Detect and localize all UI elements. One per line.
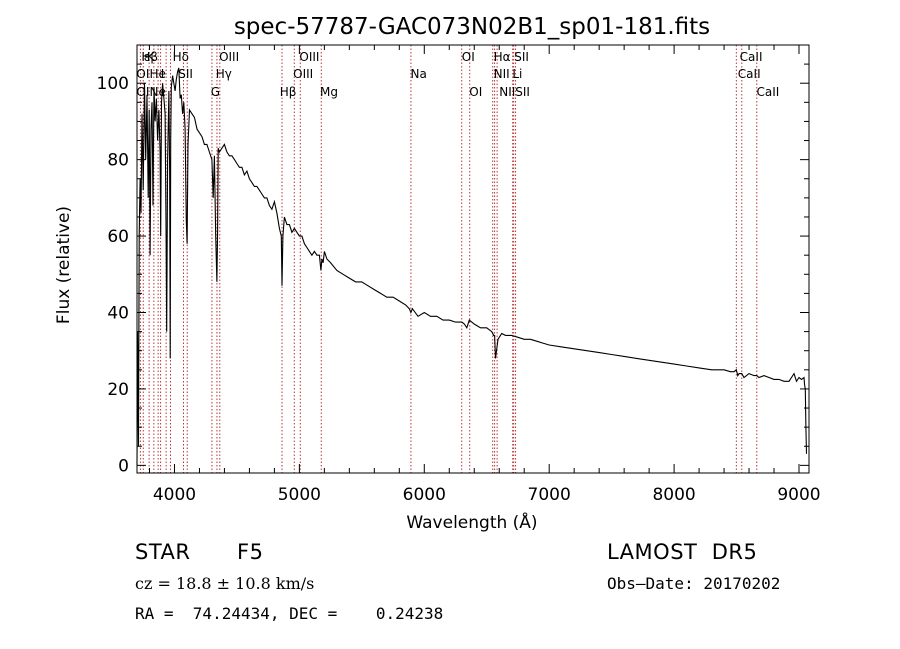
coordinates-readout: RA = 74.24434, DEC = 0.24238	[135, 604, 444, 623]
y-tick-label-3: 60	[107, 227, 129, 247]
line-label-27: NIISII	[499, 85, 530, 99]
line-label-0: Hβ	[141, 50, 158, 64]
x-tick-label-1: 5000	[278, 485, 321, 505]
line-label-15: OIII	[293, 67, 313, 81]
y-tick-label-2: 40	[107, 304, 129, 324]
object-type: STAR	[135, 540, 191, 564]
line-label-19: CaII	[738, 67, 761, 81]
y-tick-label-0: 0	[118, 456, 129, 476]
line-label-1: ε	[144, 50, 151, 64]
line-label-20: OI	[136, 85, 149, 99]
line-label-2: K	[147, 50, 156, 64]
x-axis: 4000 5000 6000 7000 8000 9000	[148, 45, 821, 505]
line-label-24: Hβ	[280, 85, 297, 99]
chart-title: spec-57787-GAC073N02B1_sp01-181.fits	[234, 14, 710, 40]
line-label-9: CaII	[740, 50, 763, 64]
x-tick-label-4: 8000	[652, 485, 695, 505]
x-tick-label-5: 9000	[777, 485, 820, 505]
line-label-13: SII	[178, 67, 193, 81]
y-tick-label-4: 80	[107, 151, 129, 171]
line-label-28: CaII	[757, 85, 780, 99]
line-label-14: Hγ	[216, 67, 232, 81]
line-label-17: NII	[494, 67, 510, 81]
redshift-readout: cz = 18.8 ± 10.8 km/s	[135, 574, 315, 593]
line-label-3: Hδ	[173, 50, 189, 64]
line-label-26: OI	[469, 85, 482, 99]
y-axis: 0 20 40 60 80 100	[97, 44, 809, 476]
observation-date: Obs–Date: 20170202	[607, 574, 781, 593]
y-tick-label-1: 20	[107, 380, 129, 400]
x-tick-label-2: 6000	[403, 485, 446, 505]
plot-frame	[136, 44, 810, 474]
line-label-18: Li	[512, 67, 522, 81]
line-label-12: I	[161, 67, 165, 81]
line-label-10: OI	[136, 67, 149, 81]
line-label-23: G	[211, 85, 220, 99]
y-tick-label-5: 100	[97, 74, 129, 94]
line-label-6: OI	[462, 50, 475, 64]
line-label-25: Mg	[320, 85, 338, 99]
x-tick-label-3: 7000	[528, 485, 571, 505]
x-tick-label-0: 4000	[153, 485, 196, 505]
line-label-7: Hα	[494, 50, 511, 64]
line-label-4: OIII	[219, 50, 239, 64]
spectrum-series-line	[136, 67, 808, 466]
y-axis-label: Flux (relative)	[54, 206, 74, 324]
spectral-line-markers	[139, 45, 758, 473]
line-label-5: OIII	[299, 50, 319, 64]
x-axis-label: Wavelength (Å)	[406, 511, 537, 533]
line-label-16: Na	[411, 67, 427, 81]
survey-name: LAMOST DR5	[607, 540, 758, 564]
line-label-11: He	[149, 67, 165, 81]
spectral-subclass: F5	[237, 540, 264, 564]
line-label-8: SII	[514, 50, 529, 64]
